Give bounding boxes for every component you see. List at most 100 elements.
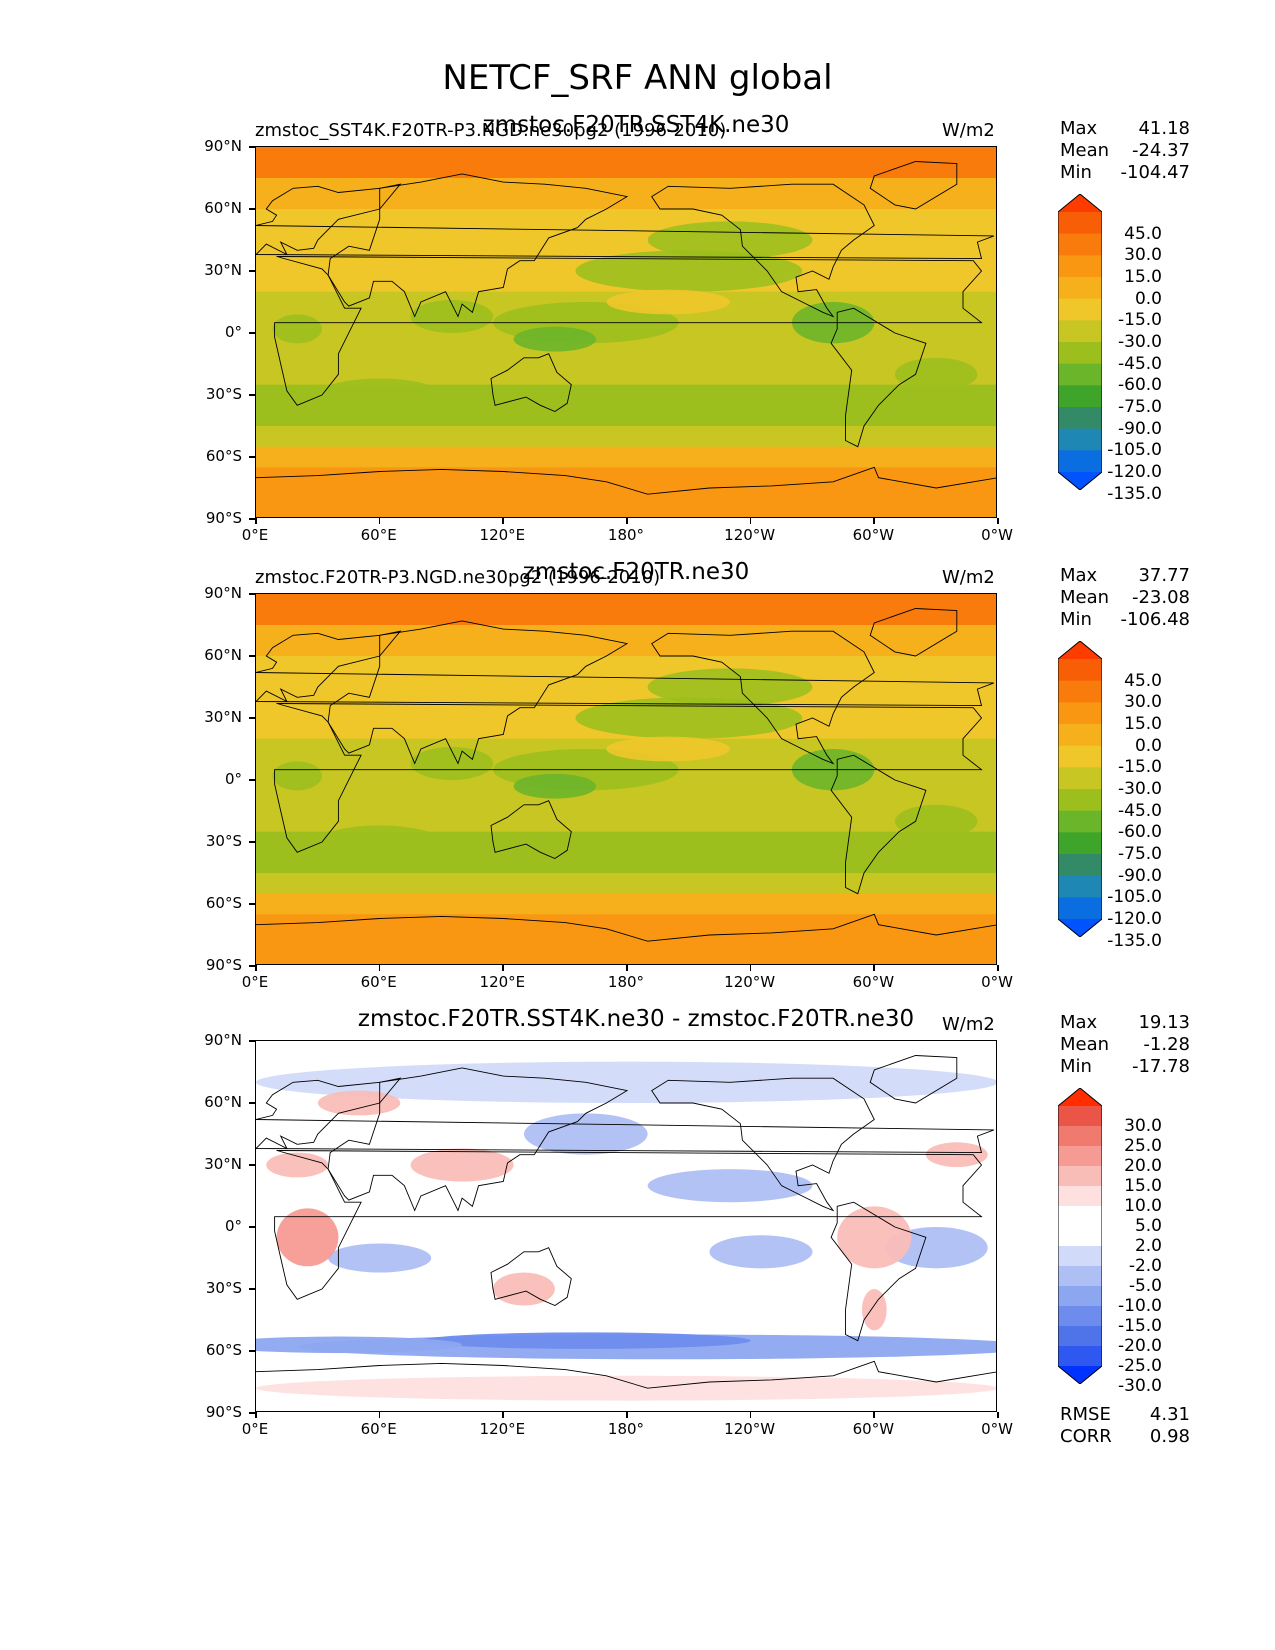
field-feature bbox=[575, 250, 803, 292]
lon-tick-mark bbox=[626, 965, 628, 971]
lat-tick-mark bbox=[249, 1288, 255, 1290]
field-feature bbox=[513, 773, 597, 799]
lat-tick-mark bbox=[249, 903, 255, 905]
colorbar-segment bbox=[1058, 1246, 1102, 1267]
colorbar-tick-label: -75.0 bbox=[1118, 844, 1162, 864]
lat-tick-mark bbox=[249, 593, 255, 595]
colorbar-tick-label: -90.0 bbox=[1118, 865, 1162, 886]
stat-value: -104.47 bbox=[1120, 162, 1190, 183]
field-feature bbox=[513, 326, 597, 352]
lat-tick-mark bbox=[249, 779, 255, 781]
colorbar-segment bbox=[1058, 385, 1102, 408]
australia-coast bbox=[490, 1247, 572, 1307]
lon-tick-mark bbox=[873, 1412, 875, 1418]
colorbar-segment bbox=[1058, 1126, 1102, 1147]
lon-tick-mark bbox=[873, 518, 875, 524]
colorbar-segment bbox=[1058, 1306, 1102, 1327]
colorbar-segment bbox=[1058, 680, 1102, 703]
colorbar-segment bbox=[1058, 1266, 1102, 1287]
figure-title: NETCF_SRF ANN global bbox=[442, 58, 833, 98]
colorbar bbox=[1058, 641, 1102, 937]
metrics-block: RMSE 4.31 CORR 0.98 bbox=[1060, 1404, 1190, 1448]
colorbar-tick-label: 15.0 bbox=[1124, 714, 1162, 734]
colorbar-segment bbox=[1058, 1166, 1102, 1187]
colorbar-tick-label: -90.0 bbox=[1118, 418, 1162, 439]
field-feature bbox=[861, 1289, 887, 1331]
colorbar-tick-label: -15.0 bbox=[1118, 757, 1162, 778]
colorbar-segment bbox=[1058, 320, 1102, 343]
asia-coast bbox=[327, 173, 629, 318]
stat-label: Max bbox=[1060, 565, 1098, 586]
stat-row: Mean -1.28 bbox=[1060, 1034, 1190, 1056]
stat-label: Min bbox=[1060, 1056, 1092, 1077]
lat-tick-mark bbox=[249, 518, 255, 520]
metric-value: 4.31 bbox=[1149, 1404, 1190, 1425]
colorbar-segment bbox=[1058, 897, 1102, 920]
field-feature bbox=[272, 761, 322, 791]
lon-tick-label: 120°E bbox=[479, 526, 526, 544]
field-band bbox=[256, 209, 996, 251]
field-feature bbox=[266, 1152, 329, 1178]
stat-row: Min -104.47 bbox=[1060, 162, 1190, 184]
lat-tick-label: 60°N bbox=[204, 1093, 242, 1111]
colorbar-tick-label: -20.0 bbox=[1118, 1336, 1162, 1356]
field-feature bbox=[544, 390, 792, 420]
stat-value: 19.13 bbox=[1138, 1012, 1190, 1033]
colorbar-segment bbox=[1058, 450, 1102, 473]
lon-tick-label: 120°W bbox=[724, 1420, 776, 1438]
stat-label: Mean bbox=[1060, 587, 1110, 608]
lat-tick-label: 0° bbox=[224, 323, 242, 341]
colorbar-extend-top bbox=[1058, 1088, 1102, 1106]
panel-units: W/m2 bbox=[942, 567, 995, 588]
stat-value: -1.28 bbox=[1143, 1034, 1190, 1055]
lat-tick-label: 90°N bbox=[204, 1031, 242, 1049]
greenland-coast bbox=[869, 161, 958, 210]
lon-tick-mark bbox=[255, 1412, 257, 1418]
field-feature bbox=[544, 837, 792, 867]
metric-label: CORR bbox=[1060, 1426, 1112, 1447]
colorbar-extend-top bbox=[1058, 194, 1102, 212]
colorbar-segment bbox=[1058, 233, 1102, 256]
metric-row: CORR 0.98 bbox=[1060, 1426, 1190, 1448]
lon-tick-mark bbox=[997, 965, 999, 971]
colorbar-segment bbox=[1058, 1186, 1102, 1207]
lon-tick-label: 60°E bbox=[360, 1420, 397, 1438]
stat-value: -24.37 bbox=[1131, 140, 1190, 161]
lat-tick-mark bbox=[249, 1102, 255, 1104]
colorbar-extend-top bbox=[1058, 641, 1102, 659]
stat-value: -106.48 bbox=[1120, 609, 1190, 630]
lon-tick-label: 0°W bbox=[981, 526, 1013, 544]
colorbar-segment bbox=[1058, 277, 1102, 300]
lat-tick-label: 90°N bbox=[204, 584, 242, 602]
lat-tick-mark bbox=[249, 965, 255, 967]
colorbar bbox=[1058, 194, 1102, 490]
lat-tick-label: 30°S bbox=[205, 385, 242, 403]
colorbar-segment bbox=[1058, 789, 1102, 812]
colorbar-segment bbox=[1058, 428, 1102, 451]
stat-value: 41.18 bbox=[1138, 118, 1190, 139]
map-field-svg bbox=[256, 594, 996, 964]
stat-label: Max bbox=[1060, 118, 1098, 139]
stat-value: -17.78 bbox=[1131, 1056, 1190, 1077]
colorbar-tick-label: 30.0 bbox=[1124, 1116, 1162, 1136]
stat-row: Max 41.18 bbox=[1060, 118, 1190, 140]
colorbar-tick-label: 20.0 bbox=[1124, 1156, 1162, 1176]
lon-tick-mark bbox=[378, 965, 381, 971]
lat-tick-label: 30°S bbox=[205, 1279, 242, 1297]
colorbar-tick-label: -30.0 bbox=[1118, 332, 1162, 352]
field-band bbox=[256, 467, 996, 517]
lat-tick-mark bbox=[249, 717, 255, 719]
lat-tick-label: 30°N bbox=[204, 708, 242, 726]
lon-tick-mark bbox=[255, 518, 257, 524]
lat-tick-label: 30°N bbox=[204, 261, 242, 279]
field-feature bbox=[833, 701, 916, 735]
field-band bbox=[256, 147, 996, 179]
field-feature bbox=[894, 804, 978, 838]
colorbar-segment bbox=[1058, 407, 1102, 430]
colorbar-segment bbox=[1058, 1286, 1102, 1307]
panel-center-title: zmstoc.F20TR.SST4K.ne30 - zmstoc.F20TR.n… bbox=[357, 1006, 915, 1032]
lat-tick-label: 90°S bbox=[205, 509, 242, 527]
lat-tick-mark bbox=[249, 208, 255, 210]
colorbar-extend-bottom bbox=[1058, 1366, 1102, 1384]
lat-tick-label: 60°S bbox=[205, 894, 242, 912]
